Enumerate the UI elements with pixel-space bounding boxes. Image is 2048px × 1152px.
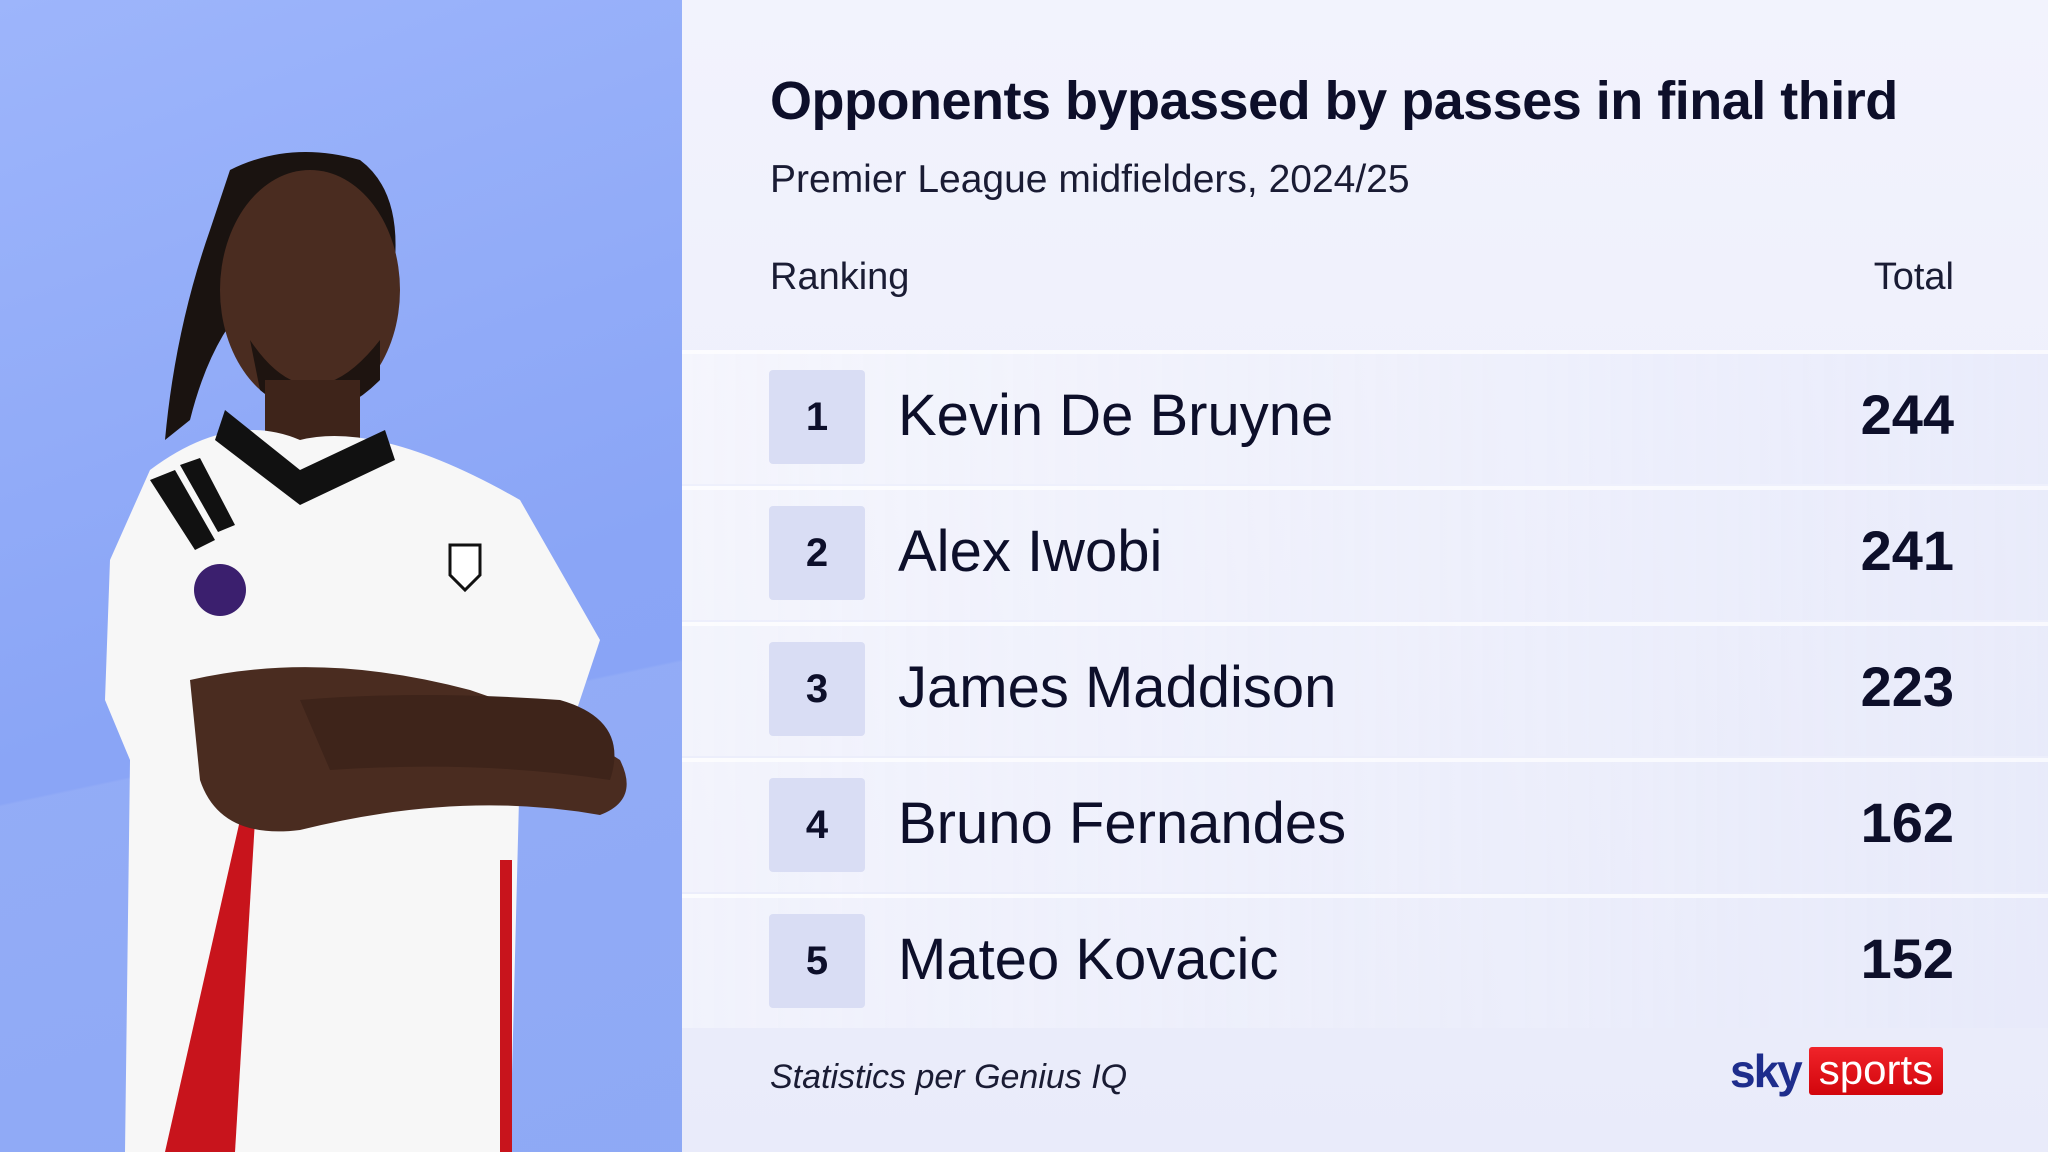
logo-sports-text: sports — [1808, 1047, 1944, 1095]
player-name: Kevin De Bruyne — [898, 383, 1334, 448]
page-subtitle: Premier League midfielders, 2024/25 — [770, 158, 1410, 201]
table-row: 3 James Maddison 223 — [682, 622, 2048, 756]
rank-badge: 3 — [769, 642, 865, 736]
column-header-ranking: Ranking — [770, 256, 910, 298]
player-photo — [105, 152, 627, 1152]
player-name: Bruno Fernandes — [898, 791, 1347, 856]
table-row: 2 Alex Iwobi 241 — [682, 486, 2048, 620]
table-row: 5 Mateo Kovacic 152 — [682, 894, 2048, 1028]
total-value: 152 — [1860, 927, 1954, 990]
page-title: Opponents bypassed by passes in final th… — [770, 71, 1898, 131]
source-note: Statistics per Genius IQ — [770, 1058, 1128, 1096]
total-value: 244 — [1860, 383, 1954, 446]
player-photo-panel — [0, 0, 682, 1152]
player-name: Mateo Kovacic — [898, 927, 1279, 992]
total-value: 241 — [1860, 519, 1954, 582]
column-header-total: Total — [1873, 256, 1954, 298]
total-value: 223 — [1860, 655, 1954, 718]
logo-sky-text: sky — [1730, 1045, 1803, 1097]
table-row: 4 Bruno Fernandes 162 — [682, 758, 2048, 892]
rank-badge: 4 — [769, 778, 865, 872]
rank-badge: 5 — [769, 914, 865, 1008]
player-name: James Maddison — [898, 655, 1337, 720]
sky-sports-logo: sky sports — [1730, 1045, 1944, 1097]
table-row: 1 Kevin De Bruyne 244 — [682, 350, 2048, 484]
player-name: Alex Iwobi — [898, 519, 1163, 584]
rank-badge: 2 — [769, 506, 865, 600]
rank-badge: 1 — [769, 370, 865, 464]
total-value: 162 — [1860, 791, 1954, 854]
